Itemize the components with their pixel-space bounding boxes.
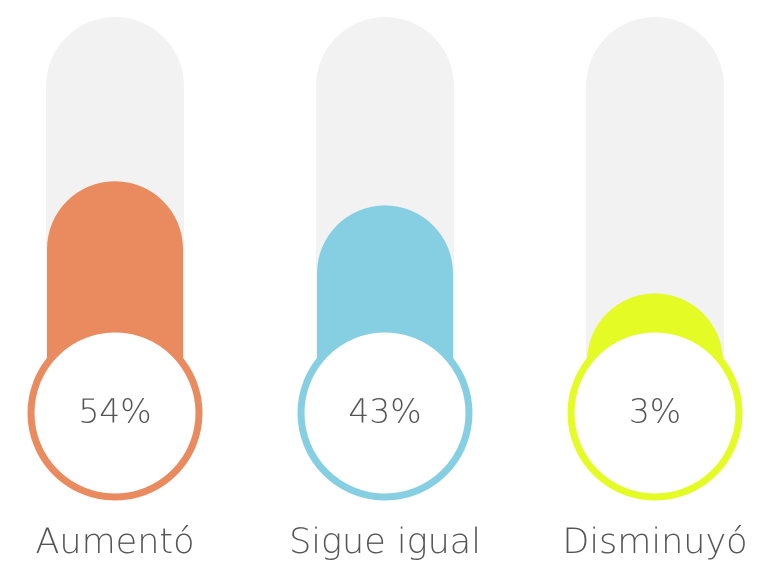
value-badge: [567, 325, 743, 501]
value-badge: [27, 325, 203, 501]
value-label: 54%: [78, 392, 151, 431]
category-label: Sigue igual: [289, 522, 481, 562]
category-label: Aumentó: [35, 522, 194, 562]
value-label: 43%: [348, 392, 421, 431]
value-label: 3%: [629, 392, 681, 431]
category-label: Disminuyó: [562, 522, 747, 562]
value-badge: [297, 325, 473, 501]
